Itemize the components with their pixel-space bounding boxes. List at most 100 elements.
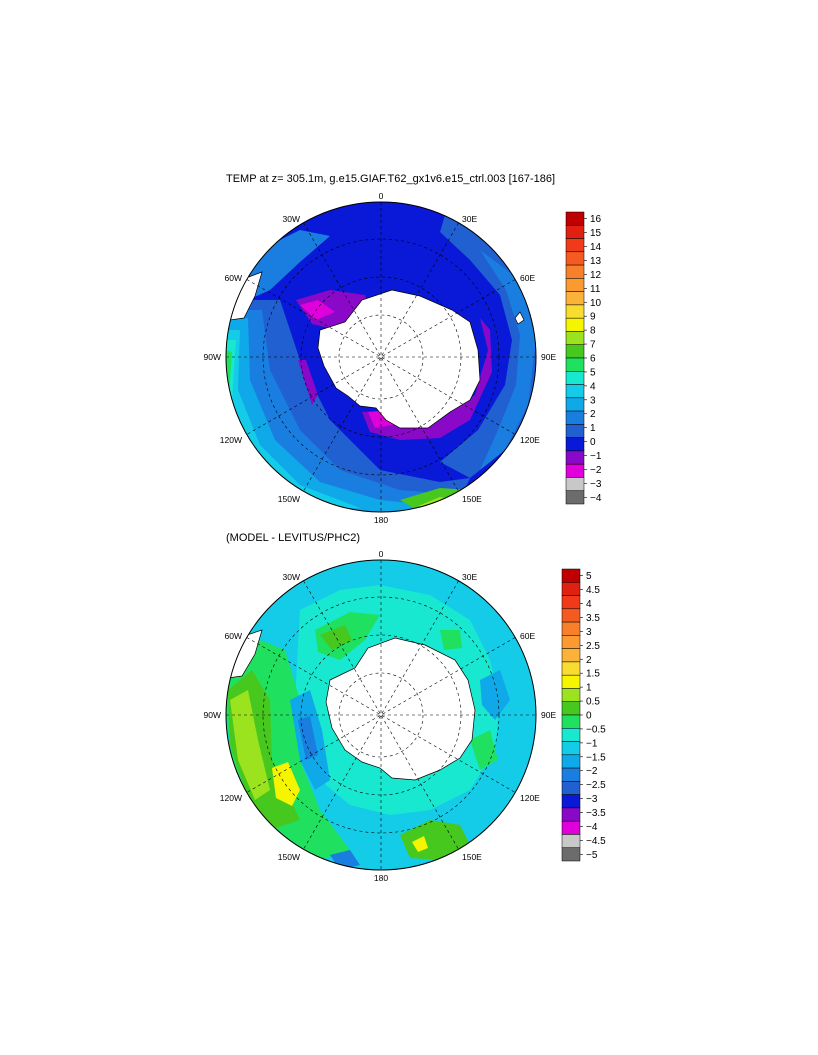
top-colorbar-swatch (565, 251, 585, 266)
bottom-colorbar-label: 2.5 (586, 641, 600, 652)
bottom-zone-1-pacific (230, 690, 270, 800)
top-lon-60w: 60W (225, 273, 242, 283)
bottom-lon-0: 0 (379, 549, 384, 559)
bottom-lon-60e: 60E (520, 631, 535, 641)
bottom-colorbar-label: 1.5 (586, 669, 600, 680)
top-colorbar-label: 14 (590, 242, 602, 253)
bottom-colorbar-swatch (561, 794, 581, 809)
top-colorbar-swatch (565, 371, 585, 385)
bottom-colorbar-label: 0.5 (586, 697, 600, 708)
top-australia-edge (514, 311, 525, 325)
bottom-zone-15-pacific (272, 762, 300, 806)
bottom-lon-30w: 30W (283, 572, 300, 582)
top-colorbar-label: 2 (590, 409, 596, 420)
top-colorbar-label: −4 (590, 493, 602, 504)
bottom-colorbar-swatch (561, 608, 581, 623)
bottom-colorbar-label: 3 (586, 627, 592, 638)
top-lon-120w: 120W (220, 435, 242, 445)
bottom-colorbar-label: −4.5 (586, 836, 606, 847)
top-colorbar-swatch (565, 477, 585, 491)
bottom-map-border (225, 559, 537, 871)
bottom-colorbar-swatch (561, 767, 581, 782)
top-colorbar-label: 13 (590, 256, 602, 267)
bottom-colorbar-swatch (561, 807, 581, 822)
top-colorbar-label: −1 (590, 451, 602, 462)
top-colorbar-label: 5 (590, 367, 596, 378)
top-zone-neg1-amundsen (298, 360, 318, 405)
bottom-lon-150e: 150E (462, 852, 482, 862)
bottom-colorbar-label: −2.5 (586, 780, 606, 791)
bottom-colorbar-swatch (561, 781, 581, 795)
top-colorbar-label: 4 (590, 381, 596, 392)
bottom-colorbar-swatch (561, 648, 581, 663)
bottom-graticule (226, 560, 536, 870)
bottom-colorbar-swatch (561, 582, 581, 596)
top-graticule (226, 202, 536, 512)
top-colorbar-label: 11 (590, 284, 601, 295)
top-colorbar-swatch (565, 304, 585, 319)
top-colorbar-swatch (565, 424, 585, 438)
bottom-colorbar-swatch (561, 701, 581, 716)
bottom-colorbar-swatch (561, 847, 581, 862)
bottom-panel: (MODEL - LEVITUS/PHC2) (204, 532, 607, 883)
top-colorbar-label: 10 (590, 298, 602, 309)
top-lon-labels: 0 30E 60E 90E 120E 150E 180 150W 120W 90… (204, 191, 557, 525)
bottom-lon-120e: 120E (520, 793, 540, 803)
bottom-colorbar-swatch (561, 568, 581, 583)
bottom-map (226, 560, 536, 870)
bottom-colorbar-swatch (561, 661, 581, 676)
top-colorbar-label: 9 (590, 312, 596, 323)
top-colorbar-label: 1 (590, 423, 596, 434)
bottom-colorbar-label: 4 (586, 599, 592, 610)
top-colorbar-swatch (565, 264, 585, 279)
top-colorbar-swatch (565, 278, 585, 292)
bottom-zone-0-east (470, 730, 498, 770)
top-colorbar-swatch (565, 490, 585, 505)
bottom-zone-15-nz (412, 836, 428, 852)
bottom-colorbar-label: −0.5 (586, 724, 606, 735)
top-colorbar-swatch (565, 463, 585, 478)
top-lon-120e: 120E (520, 435, 540, 445)
top-colorbar-label: 6 (590, 354, 596, 365)
bottom-lon-60w: 60W (225, 631, 242, 641)
top-lon-30w: 30W (283, 214, 300, 224)
top-colorbar-swatch (565, 238, 585, 253)
bottom-title: (MODEL - LEVITUS/PHC2) (226, 532, 360, 544)
bottom-colorbar-swatch (561, 621, 581, 636)
top-colorbar-swatch (565, 437, 585, 452)
bottom-antarctica (325, 637, 476, 781)
top-colorbar-label: 8 (590, 326, 596, 337)
bottom-zone-0-pn (440, 630, 462, 650)
bottom-colorbar-label: −1 (586, 738, 598, 749)
bottom-colorbar-label: 0 (586, 711, 592, 722)
bottom-colorbar-label: −5 (586, 850, 598, 861)
bottom-colorbar-label: −3.5 (586, 808, 606, 819)
top-lon-150w: 150W (278, 494, 300, 504)
top-colorbar-swatch (565, 291, 585, 306)
top-colorbar-label: 16 (590, 214, 602, 225)
top-colorbar-swatch (565, 225, 585, 239)
top-colorbar-label: 7 (590, 340, 596, 351)
top-lon-60e: 60E (520, 273, 535, 283)
bottom-colorbar-label: 5 (586, 571, 592, 582)
bottom-colorbar-swatch (561, 834, 581, 848)
bottom-lon-120w: 120W (220, 793, 242, 803)
bottom-lon-90e: 90E (541, 710, 556, 720)
bottom-colorbar-swatch (561, 595, 581, 610)
top-colorbar-swatch (565, 450, 585, 465)
bottom-colorbar-label: 2 (586, 655, 592, 666)
top-lon-90w: 90W (204, 352, 221, 362)
bottom-colorbar-swatch (561, 688, 581, 702)
bottom-colorbar-swatch (561, 741, 581, 756)
top-colorbar-label: −2 (590, 465, 602, 476)
bottom-colorbar-swatch (561, 714, 581, 729)
top-colorbar-swatch (565, 357, 585, 372)
bottom-zone-neg2-pacific (298, 716, 318, 760)
top-zone-neg2-weddell (300, 300, 335, 320)
bottom-zone-neg15-east (480, 670, 510, 720)
bottom-lon-90w: 90W (204, 710, 221, 720)
bottom-lon-150w: 150W (278, 852, 300, 862)
top-title: TEMP at z= 305.1m, g.e15.GIAF.T62_gx1v6.… (226, 173, 555, 185)
